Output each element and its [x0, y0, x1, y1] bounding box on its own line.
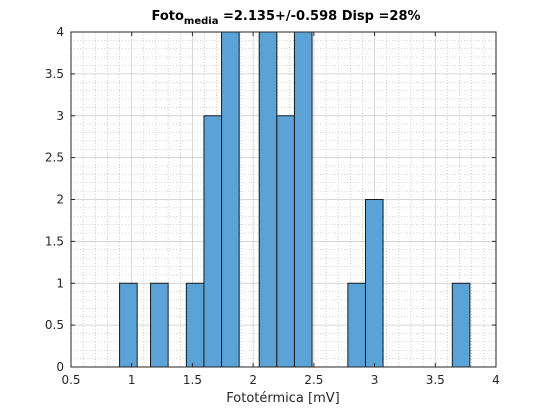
y-axis-ticks: 0 0.5 1 1.5 2 2.5 3 3.5 4	[45, 25, 496, 374]
x-tick-label: 1	[128, 373, 136, 387]
y-tick-label: 1	[56, 276, 64, 290]
y-tick-label: 3	[56, 109, 64, 123]
y-tick-label: 2	[56, 193, 64, 207]
histogram-bar	[185, 282, 205, 368]
chart-title-subscript: media	[184, 16, 219, 27]
y-tick-label: 0	[56, 360, 64, 374]
y-tick-label: 0.5	[45, 318, 64, 332]
histogram-bar	[119, 282, 138, 368]
y-tick-label: 4	[56, 25, 64, 39]
histogram-bar	[276, 115, 295, 368]
histogram-bar	[364, 199, 384, 368]
histogram-bar	[150, 282, 169, 368]
histogram-bar	[258, 31, 278, 368]
x-tick-label: 1.5	[183, 373, 202, 387]
chart-title-rest: =2.135+/-0.598 Disp =28%	[218, 9, 420, 24]
histogram-bar	[203, 115, 223, 368]
histogram-bar	[451, 282, 471, 368]
x-tick-label: 2	[249, 373, 257, 387]
chart-title: Fotomedia =2.135+/-0.598 Disp =28%	[151, 9, 420, 27]
histogram-bar	[221, 31, 240, 368]
y-tick-label: 2.5	[45, 151, 64, 165]
x-tick-label: 2.5	[304, 373, 323, 387]
x-tick-label: 3	[371, 373, 379, 387]
histogram-bar	[293, 31, 313, 368]
x-tick-label: 0.5	[61, 373, 80, 387]
histogram-bar	[347, 282, 366, 368]
y-tick-label: 1.5	[45, 234, 64, 248]
x-tick-label: 3.5	[426, 373, 445, 387]
x-axis-label: Fototérmica [mV]	[226, 391, 339, 406]
chart-title-main: Foto	[151, 9, 183, 24]
y-tick-label: 3.5	[45, 67, 64, 81]
x-axis-ticks: 0.5 1 1.5 2 2.5 3 3.5 4	[61, 32, 500, 387]
x-tick-label: 4	[492, 373, 500, 387]
histogram-bars	[119, 31, 471, 368]
